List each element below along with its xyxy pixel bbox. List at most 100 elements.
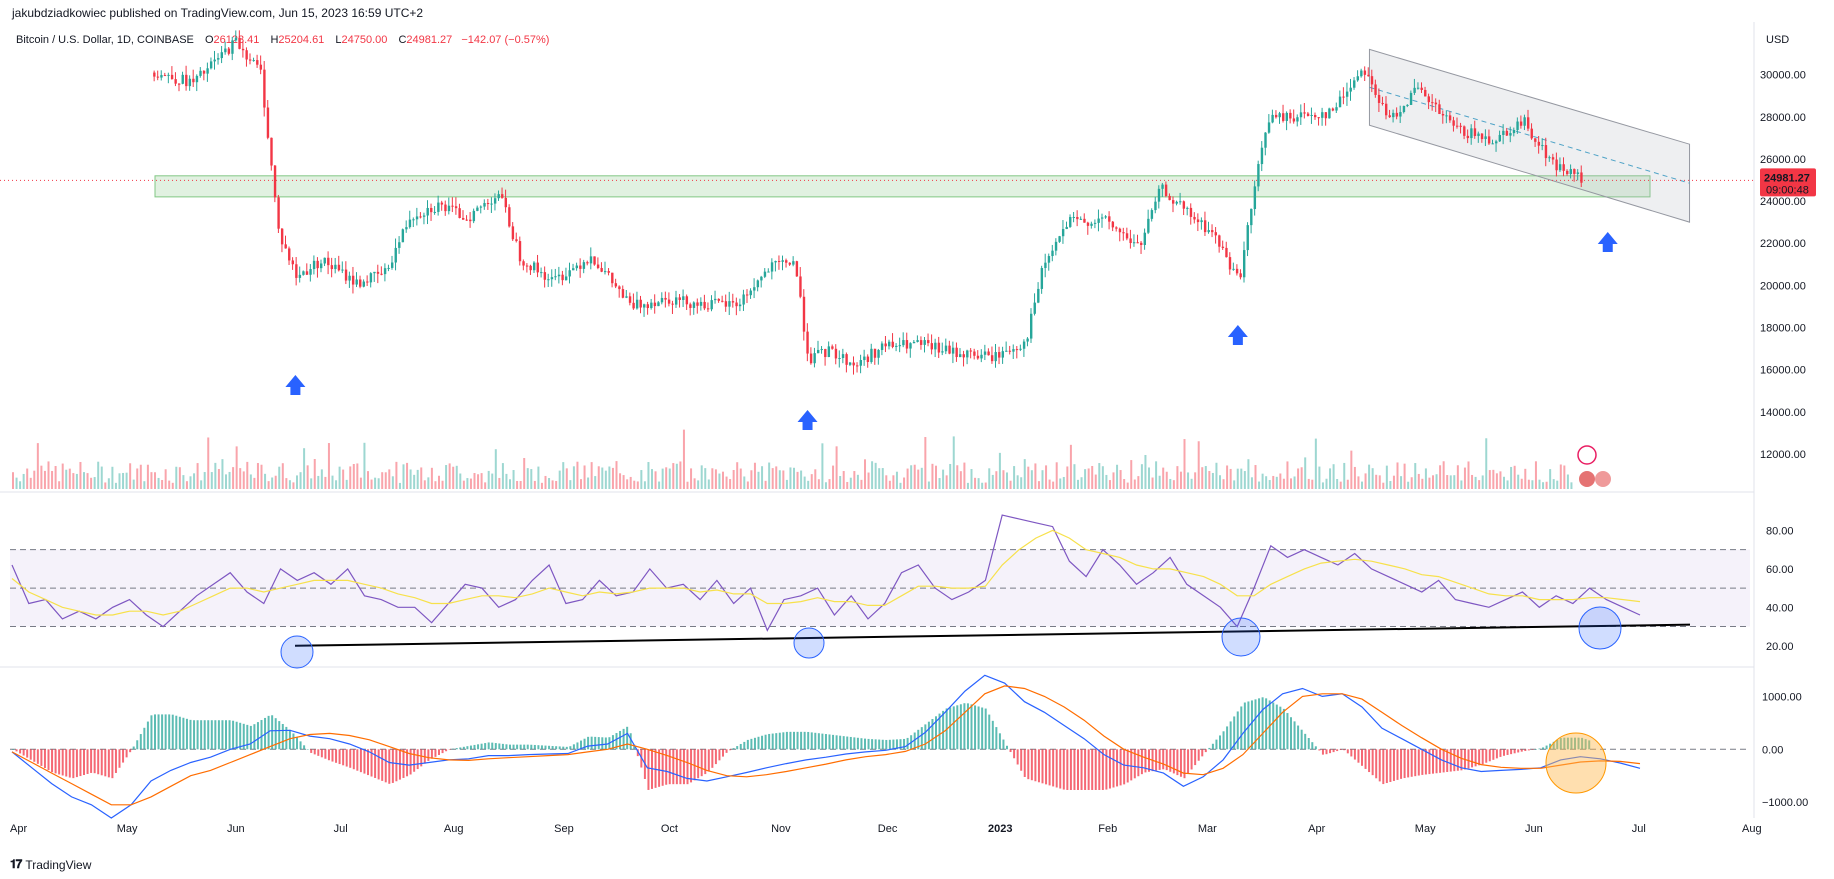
macd-axis-tick: 1000.00 <box>1762 691 1802 703</box>
macd-histogram-bar <box>1229 721 1232 750</box>
volume-bar <box>1563 465 1566 489</box>
macd-histogram-bar <box>1034 749 1037 782</box>
volume-bar <box>1350 450 1353 489</box>
macd-histogram-bar <box>1584 739 1587 750</box>
rsi-axis-tick: 80.00 <box>1766 525 1794 537</box>
candle-body <box>1491 143 1494 145</box>
candle-body <box>1221 246 1225 248</box>
macd-histogram-bar <box>118 749 121 768</box>
macd-histogram-bar <box>739 743 742 750</box>
macd-histogram-bar <box>991 720 994 750</box>
macd-histogram-bar <box>647 749 650 790</box>
macd-histogram-bar <box>296 737 298 750</box>
macd-histogram-bar <box>1467 749 1470 769</box>
macd-histogram-bar <box>633 744 636 750</box>
candle-body <box>1005 350 1008 352</box>
macd-histogram-bar <box>1524 749 1527 752</box>
candle-body <box>1392 112 1395 118</box>
macd-histogram-bar <box>1378 749 1381 782</box>
macd-histogram-bar <box>1059 749 1062 789</box>
volume-bar <box>473 473 476 489</box>
volume-bar <box>1389 481 1392 489</box>
candle-body <box>912 341 916 344</box>
macd-histogram-bar <box>402 749 405 778</box>
candle-body <box>366 281 369 283</box>
macd-histogram-bar <box>757 736 760 750</box>
candle-body <box>1161 184 1164 189</box>
volume-bar <box>1314 438 1317 489</box>
macd-histogram-bar <box>1037 749 1040 783</box>
candle-body <box>1069 217 1072 227</box>
macd-histogram-bar <box>995 727 998 750</box>
volume-bar <box>544 475 547 489</box>
candle-body <box>1534 138 1537 142</box>
macd-histogram-bar <box>512 744 515 750</box>
macd-histogram-bar <box>1215 739 1218 750</box>
volume-bar <box>1080 477 1083 489</box>
volume-bar <box>164 469 167 489</box>
macd-histogram-bar <box>1165 749 1168 771</box>
volume-bar <box>430 467 433 489</box>
macd-histogram-bar <box>1563 737 1566 750</box>
macd-axis-tick: 0.00 <box>1762 744 1783 756</box>
rsi-trendline <box>294 623 1691 647</box>
candle-body <box>621 289 625 298</box>
macd-histogram-bar <box>274 718 277 750</box>
candle-body <box>944 345 948 352</box>
volume-bar <box>320 469 323 489</box>
volume-bar <box>466 478 469 489</box>
volume-bar <box>654 471 657 489</box>
volume-bar <box>317 475 320 489</box>
candle-body <box>973 351 976 356</box>
volume-bar <box>920 467 923 489</box>
candle-body <box>831 346 834 349</box>
volume-bar <box>161 479 164 489</box>
volume-bar <box>1137 476 1140 489</box>
macd-histogram-bar <box>952 706 955 750</box>
candle-body <box>227 48 231 54</box>
candle-body <box>1292 118 1296 122</box>
volume-bar <box>494 449 497 489</box>
candle-body <box>756 280 760 288</box>
candle-body <box>657 302 660 307</box>
candle-body <box>603 271 607 273</box>
volume-bar <box>185 481 188 489</box>
candle-body <box>1289 112 1292 119</box>
volume-bar <box>1194 472 1197 489</box>
macd-histogram-bar <box>331 749 334 762</box>
macd-histogram-bar <box>1094 749 1097 790</box>
candle-body <box>1384 103 1388 116</box>
candle-body <box>763 271 767 277</box>
volume-bar <box>679 461 682 489</box>
macd-histogram-bar <box>1556 739 1559 750</box>
volume-bar <box>370 479 373 489</box>
macd-histogram-bar <box>704 749 707 775</box>
macd-histogram-bar <box>913 732 916 750</box>
rsi-axis-tick: 40.00 <box>1766 602 1794 614</box>
volume-bar <box>129 463 132 489</box>
candle-body <box>902 340 905 346</box>
macd-histogram-bar <box>459 747 462 750</box>
candle-body <box>1108 216 1111 222</box>
candle-body <box>1448 115 1452 121</box>
macd-histogram-bar <box>249 725 252 750</box>
macd-histogram-bar <box>984 708 987 750</box>
volume-bar <box>672 463 675 489</box>
volume-bar <box>1112 472 1115 489</box>
volume-bar <box>1460 480 1463 489</box>
candle-body <box>1019 348 1022 350</box>
macd-histogram-bar <box>93 749 96 774</box>
volume-bar <box>842 471 845 489</box>
volume-bar <box>839 476 842 489</box>
macd-histogram-bar <box>509 744 511 750</box>
volume-bar <box>785 479 788 489</box>
macd-histogram-bar <box>221 720 224 750</box>
candle-body <box>799 276 802 297</box>
rsi-highlight-circle <box>1221 617 1261 657</box>
candle-body <box>270 137 273 166</box>
candle-body <box>1058 236 1061 242</box>
macd-histogram-bar <box>920 727 923 750</box>
volume-bar <box>1481 475 1484 489</box>
macd-histogram-bar <box>785 731 788 750</box>
